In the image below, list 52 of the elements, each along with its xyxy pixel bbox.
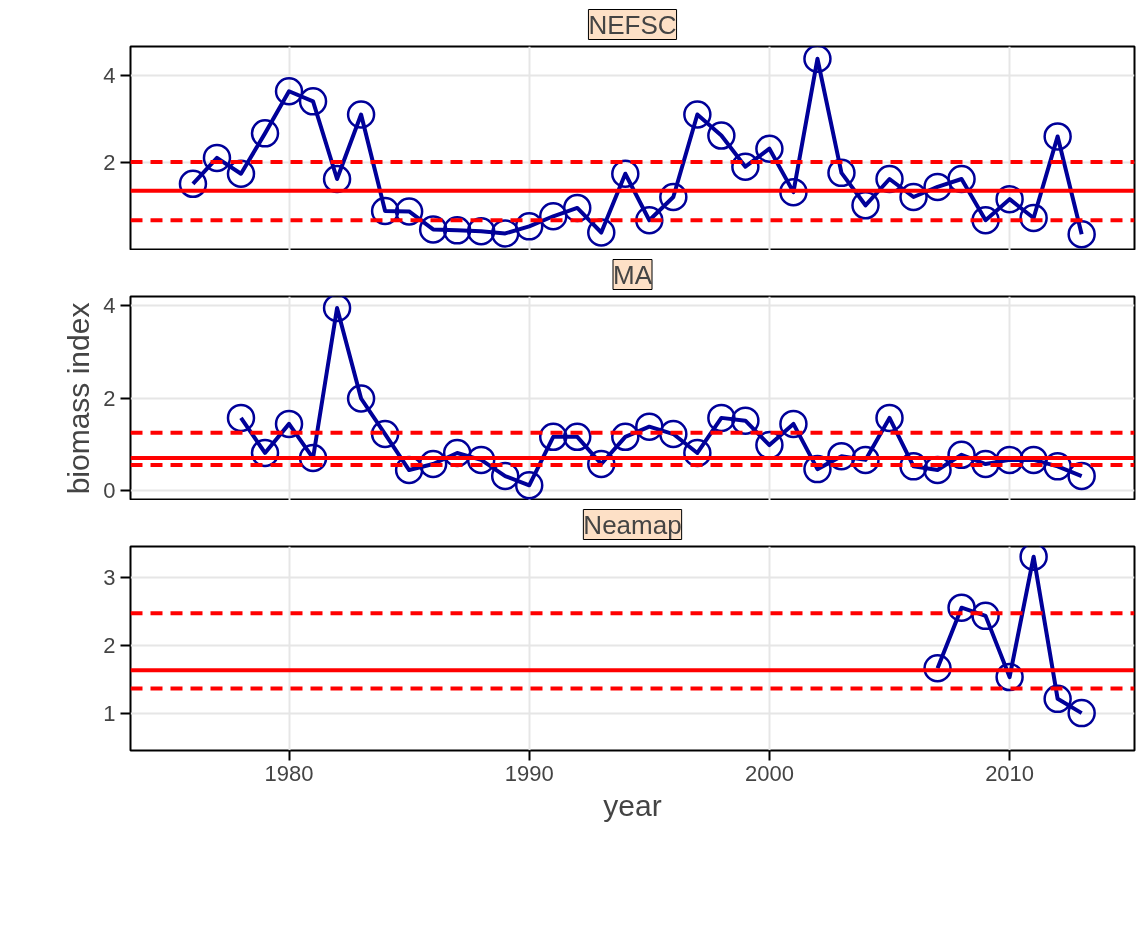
y-tick-label: 2 bbox=[103, 632, 116, 658]
point bbox=[514, 212, 544, 241]
point bbox=[635, 412, 664, 441]
chart-title: Neamap bbox=[583, 509, 682, 540]
y-tick-label: 2 bbox=[103, 150, 116, 176]
point bbox=[442, 216, 472, 245]
y-tick-label: 4 bbox=[103, 62, 116, 88]
point bbox=[418, 215, 448, 244]
point bbox=[226, 403, 256, 433]
point bbox=[1067, 698, 1096, 728]
y-tick-label: 0 bbox=[103, 477, 116, 503]
point bbox=[346, 384, 376, 413]
point bbox=[490, 219, 520, 248]
y-axis-title: biomass index bbox=[62, 302, 96, 495]
point bbox=[1019, 203, 1048, 233]
point bbox=[731, 152, 760, 181]
chart-title: NEFSC bbox=[588, 9, 677, 40]
point bbox=[202, 143, 232, 173]
point bbox=[1019, 546, 1048, 571]
point bbox=[298, 87, 328, 116]
point bbox=[563, 422, 592, 452]
point bbox=[250, 119, 280, 148]
point bbox=[274, 77, 304, 106]
point bbox=[514, 471, 544, 500]
point bbox=[322, 296, 352, 323]
y-tick-label: 3 bbox=[103, 564, 116, 590]
point bbox=[1067, 220, 1096, 249]
point bbox=[346, 100, 376, 129]
x-tick-label: 2010 bbox=[985, 760, 1035, 786]
point bbox=[683, 100, 712, 129]
point bbox=[755, 134, 784, 163]
point bbox=[1043, 684, 1072, 714]
point bbox=[803, 46, 832, 74]
point bbox=[538, 202, 568, 231]
point bbox=[971, 601, 1000, 631]
x-tick-label: 1990 bbox=[504, 760, 554, 786]
point bbox=[611, 422, 640, 452]
point bbox=[707, 121, 736, 150]
point bbox=[947, 593, 976, 622]
point bbox=[659, 419, 688, 449]
point bbox=[1043, 122, 1072, 151]
point bbox=[851, 191, 880, 220]
point bbox=[707, 403, 736, 433]
y-tick-label: 1 bbox=[103, 700, 116, 726]
point bbox=[875, 403, 904, 433]
y-tick-label: 2 bbox=[103, 385, 116, 411]
point bbox=[779, 409, 808, 439]
point bbox=[538, 422, 568, 452]
x-tick-label: 2000 bbox=[744, 760, 794, 786]
y-tick-label: 4 bbox=[103, 293, 116, 319]
x-axis-title: year bbox=[603, 788, 662, 822]
x-tick-label: 1980 bbox=[264, 760, 314, 786]
